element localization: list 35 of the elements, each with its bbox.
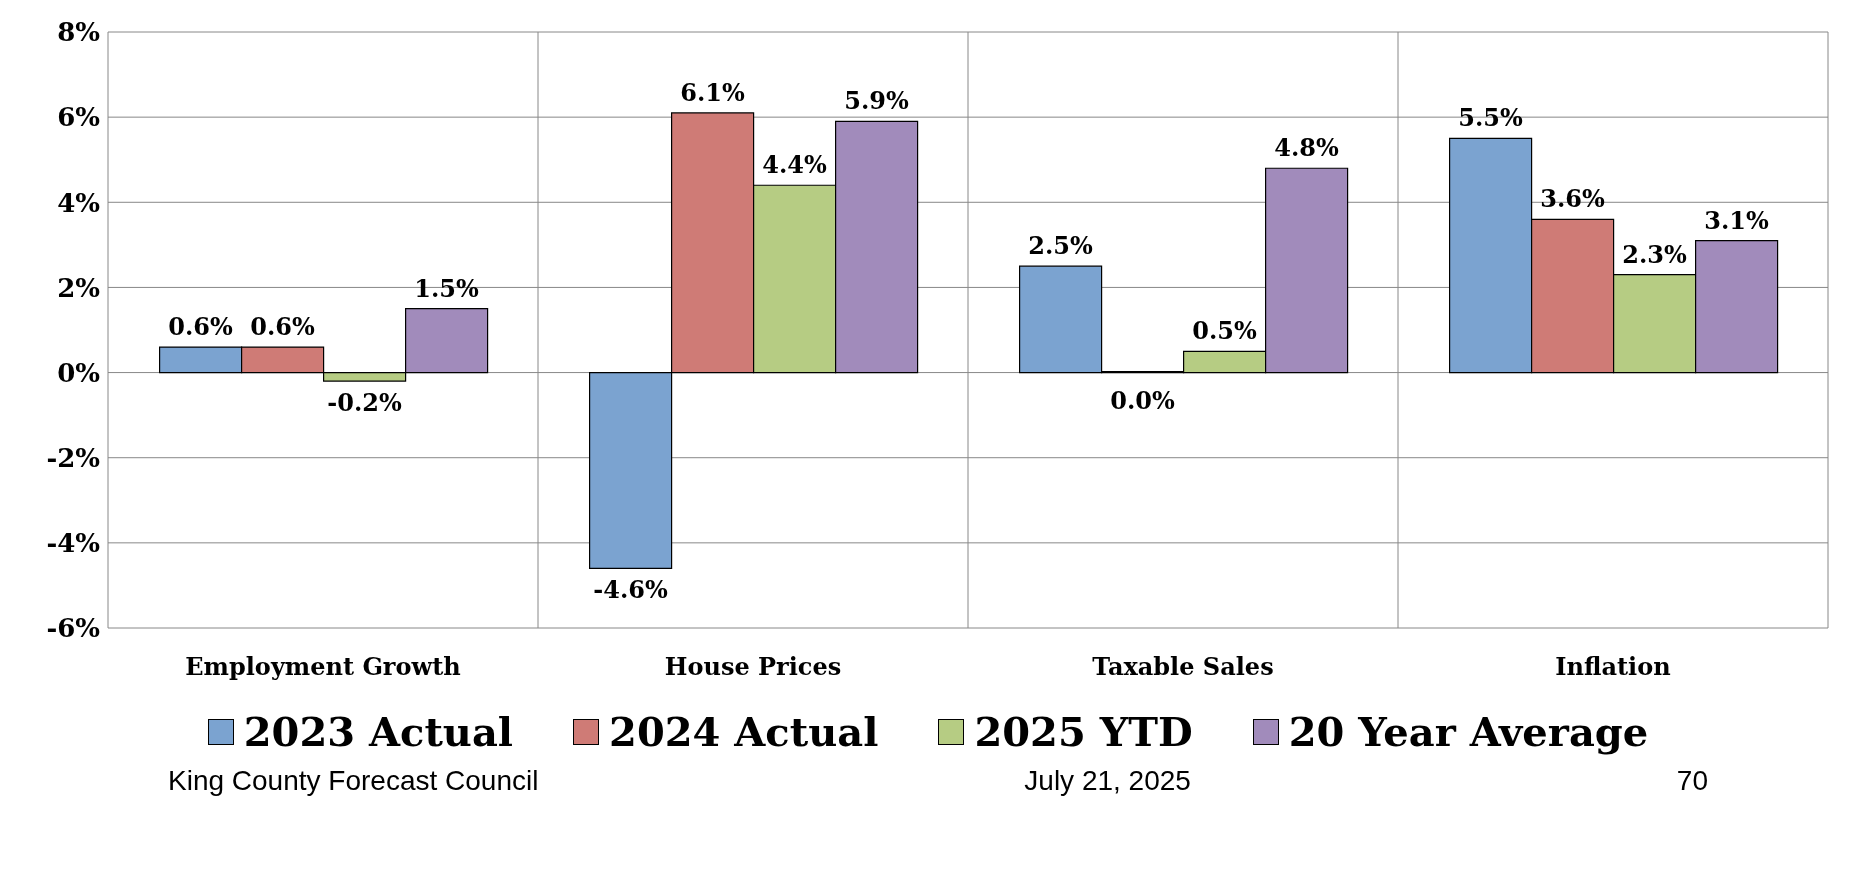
data-label: 4.4% bbox=[762, 150, 828, 180]
x-tick-label: Taxable Sales bbox=[1092, 652, 1274, 682]
y-tick-label: 6% bbox=[57, 102, 101, 133]
data-label: 0.6% bbox=[250, 312, 316, 342]
data-label: 4.8% bbox=[1274, 133, 1340, 163]
data-label: 3.6% bbox=[1540, 184, 1606, 214]
data-label: 2.5% bbox=[1028, 231, 1094, 261]
y-tick-label: -6% bbox=[46, 613, 101, 644]
text: 70 bbox=[1676, 765, 1708, 797]
x-tick-label: House Prices bbox=[664, 652, 842, 682]
data-label: 1.5% bbox=[414, 273, 480, 303]
legend-label: 2024 Actual bbox=[609, 708, 879, 755]
data-label: -4.6% bbox=[593, 575, 669, 605]
data-label: 0.6% bbox=[168, 312, 234, 342]
data-label: 5.5% bbox=[1458, 103, 1524, 133]
x-tick-label: Employment Growth bbox=[185, 652, 461, 682]
legend-label: 2023 Actual bbox=[243, 708, 514, 755]
x-tick-label: Inflation bbox=[1555, 652, 1671, 682]
y-tick-label: 4% bbox=[57, 187, 101, 218]
data-label: 0.0% bbox=[1110, 385, 1176, 415]
y-tick-label: -2% bbox=[46, 442, 101, 473]
y-tick-label: 0% bbox=[57, 357, 101, 388]
data-label: 3.1% bbox=[1704, 205, 1770, 235]
text: July 21, 2025 bbox=[1024, 765, 1191, 797]
data-label: -0.2% bbox=[327, 388, 403, 418]
legend-label: 2025 YTD bbox=[974, 708, 1193, 755]
text: King County Forecast Council bbox=[168, 765, 539, 797]
legend-label: 20 Year Average bbox=[1288, 708, 1649, 755]
y-tick-label: 8% bbox=[57, 17, 101, 48]
data-label: 6.1% bbox=[680, 77, 746, 107]
data-label: 0.5% bbox=[1192, 316, 1258, 346]
data-label: 5.9% bbox=[844, 86, 910, 116]
data-label: 2.3% bbox=[1622, 239, 1688, 269]
y-tick-label: -4% bbox=[46, 528, 101, 559]
y-tick-label: 2% bbox=[57, 272, 101, 303]
